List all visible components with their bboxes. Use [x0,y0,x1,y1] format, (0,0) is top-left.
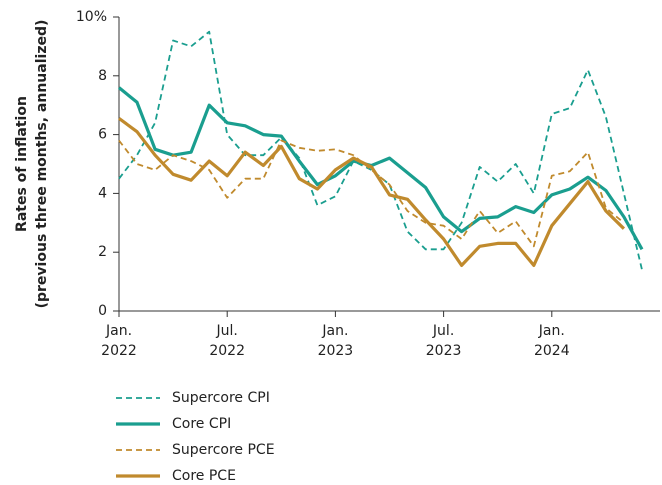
legend-label: Core PCE [172,468,236,484]
y-tick-label: 0 [98,303,107,319]
legend-label: Supercore CPI [172,390,270,406]
series-line [117,86,644,251]
x-tick-label: Jul. 2022 [209,323,245,359]
legend-label: Core CPI [172,416,231,432]
y-tick-label: 10% [76,9,107,25]
y-axis-label: Rates of inflation [14,96,30,232]
series-line [118,117,626,267]
series-line [118,30,643,271]
y-tick-label: 2 [98,244,107,260]
x-tick-label: Jan. 2024 [533,323,570,359]
x-tick-label: Jan. 2023 [317,323,354,359]
y-tick-label: 6 [98,127,107,143]
x-tick-label: Jan. 2022 [101,323,137,359]
x-tick-label: Jul. 2023 [425,323,462,359]
legend-label: Supercore PCE [172,442,275,458]
y-tick-label: 4 [98,185,107,201]
y-axis-label: (previous three months, annualized) [34,20,50,309]
y-tick-label: 8 [98,68,107,84]
